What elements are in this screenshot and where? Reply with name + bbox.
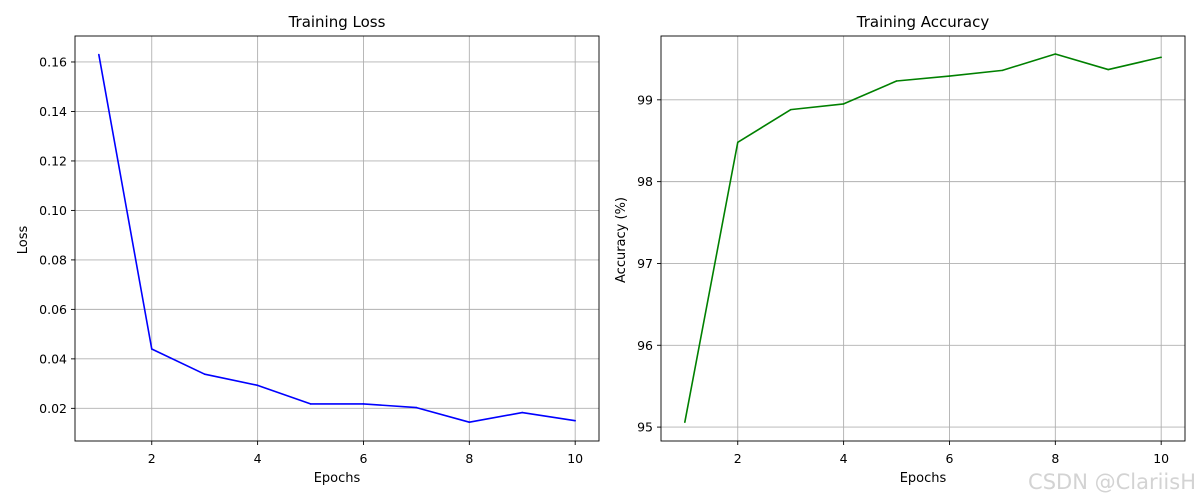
loss-y-tick-label: 0.02	[39, 401, 67, 416]
accuracy-series-line	[684, 53, 1162, 423]
accuracy-x-tick-label: 10	[1153, 451, 1169, 466]
accuracy-data-point	[1001, 69, 1004, 72]
accuracy-y-tick-label: 96	[637, 338, 653, 353]
accuracy-x-axis-label: Epochs	[900, 471, 947, 486]
loss-data-point	[203, 373, 206, 376]
accuracy-x-tick-label: 4	[840, 451, 848, 466]
accuracy-y-tick-label: 97	[637, 256, 653, 271]
loss-series-line	[98, 54, 576, 424]
accuracy-grid	[661, 36, 1185, 441]
accuracy-x-tick-label: 8	[1051, 451, 1059, 466]
loss-y-tick-label: 0.06	[39, 302, 67, 317]
loss-y-tick-label: 0.16	[39, 54, 67, 69]
accuracy-chart: Training Accuracy 2 4 6 8 10 95 96 97 98 99 Epoch…	[614, 13, 1186, 486]
loss-y-tick-label: 0.10	[39, 203, 67, 218]
loss-data-point	[98, 53, 100, 56]
accuracy-data-point	[789, 108, 792, 111]
loss-y-tick-label: 0.12	[39, 153, 67, 168]
loss-series	[98, 53, 576, 424]
accuracy-x-tick-label: 6	[945, 451, 953, 466]
loss-x-tick-label: 6	[359, 451, 367, 466]
accuracy-y-axis-label: Accuracy (%)	[614, 197, 629, 283]
accuracy-data-point	[1160, 56, 1162, 59]
accuracy-data-point	[684, 421, 686, 423]
loss-y-axis-label: Loss	[16, 226, 31, 255]
loss-y-tick-label: 0.14	[39, 104, 67, 119]
accuracy-plot-frame	[660, 35, 1186, 442]
loss-chart: Training Loss 2 4 6 8 10 0.02 0.04 0.06 0.08 0.10…	[16, 13, 600, 486]
accuracy-data-point	[948, 75, 951, 77]
watermark-text: CSDN @ClariisH	[1028, 470, 1196, 494]
loss-data-point	[150, 348, 153, 350]
accuracy-y-tick-label: 95	[637, 420, 653, 435]
accuracy-data-point	[1054, 53, 1057, 55]
loss-plot-frame	[74, 35, 600, 442]
loss-y-tick-label: 0.04	[39, 351, 67, 366]
accuracy-y-tick-label: 98	[637, 174, 653, 189]
loss-grid	[75, 36, 599, 441]
loss-x-tick-label: 2	[148, 451, 156, 466]
loss-data-point	[574, 419, 576, 422]
loss-x-axis-label: Epochs	[314, 471, 361, 486]
loss-chart-title: Training Loss	[288, 13, 386, 31]
accuracy-data-point	[1107, 68, 1110, 71]
loss-x-tick-label: 4	[254, 451, 262, 466]
loss-data-point	[256, 384, 259, 387]
accuracy-data-point	[895, 80, 898, 82]
accuracy-data-point	[736, 141, 739, 144]
loss-y-tick-label: 0.08	[39, 252, 67, 267]
loss-data-point	[415, 406, 418, 409]
loss-data-point	[521, 411, 524, 414]
loss-data-point	[468, 421, 471, 423]
loss-data-point	[362, 403, 365, 405]
accuracy-series	[684, 53, 1162, 423]
accuracy-y-tick-label: 99	[637, 92, 653, 107]
loss-ticks: 2 4 6 8 10 0.02 0.04 0.06 0.08 0.10 0.12 0.14 0.16	[39, 54, 583, 466]
accuracy-ticks: 2 4 6 8 10 95 96 97 98 99	[637, 92, 1169, 466]
accuracy-x-tick-label: 2	[734, 451, 742, 466]
loss-x-tick-label: 10	[567, 451, 583, 466]
accuracy-data-point	[842, 103, 845, 105]
accuracy-chart-title: Training Accuracy	[856, 13, 990, 31]
loss-data-point	[309, 403, 312, 405]
loss-x-tick-label: 8	[465, 451, 473, 466]
